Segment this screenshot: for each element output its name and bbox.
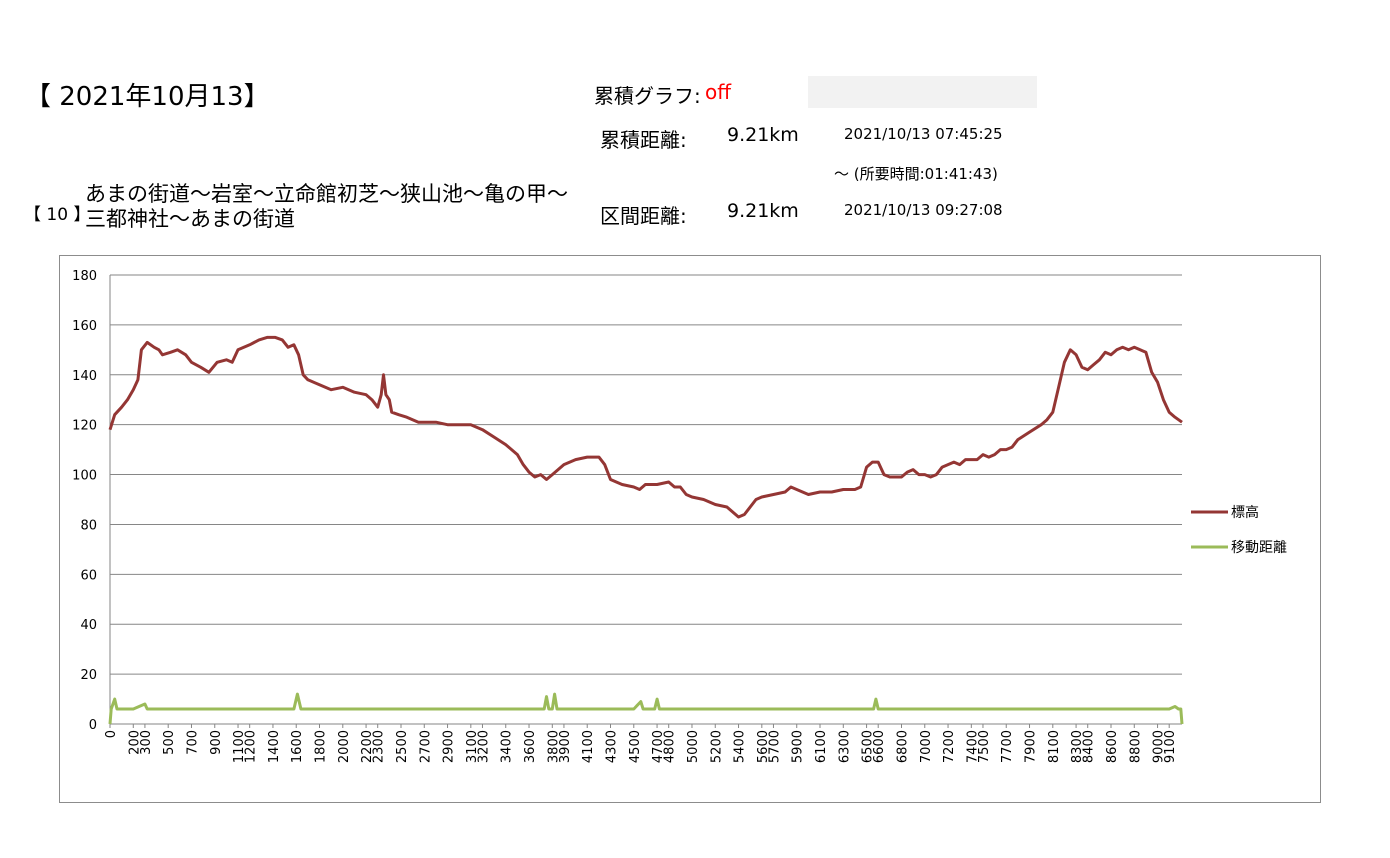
- x-tick-label: 8600: [1105, 730, 1120, 763]
- y-tick-label: 60: [80, 568, 97, 583]
- x-tick-label: 2700: [418, 730, 433, 763]
- y-tick-label: 80: [80, 518, 97, 533]
- x-tick-label: 5200: [709, 730, 724, 763]
- x-tick-label: 5600: [756, 730, 771, 763]
- x-tick-label: 7000: [919, 730, 934, 763]
- x-tick-label: 4700: [651, 730, 666, 763]
- legend-label: 標高: [1231, 504, 1259, 521]
- y-tick-label: 20: [80, 668, 97, 683]
- x-tick-label: 6600: [872, 730, 887, 763]
- y-tick-label: 140: [72, 369, 97, 384]
- distance-series-line: [108, 692, 1184, 725]
- x-tick-label: 2200: [360, 730, 375, 763]
- x-tick-label: 300: [139, 730, 154, 755]
- x-tick-label: 7200: [942, 730, 957, 763]
- cumulative-distance-label: 累積距離:: [600, 128, 687, 152]
- x-tick-label: 7400: [965, 730, 980, 763]
- x-tick-label: 1100: [232, 730, 247, 763]
- x-tick-label: 3200: [476, 730, 491, 763]
- x-tick-label: 5400: [733, 730, 748, 763]
- x-tick-label: 5900: [791, 730, 806, 763]
- cumulative-graph-toggle[interactable]: off: [705, 80, 732, 104]
- y-tick-label: 100: [72, 469, 97, 484]
- end-time: 2021/10/13 09:27:08: [844, 201, 1003, 219]
- x-tick-label: 8300: [1070, 730, 1085, 763]
- y-tick-label: 40: [80, 618, 97, 633]
- cumulative-graph-label: 累積グラフ:: [594, 84, 701, 108]
- x-tick-label: 9000: [1152, 730, 1167, 763]
- x-tick-label: 7900: [1024, 730, 1039, 763]
- x-tick-label: 3400: [500, 730, 515, 763]
- x-tick-label: 7500: [977, 730, 992, 763]
- legend-label: 移動距離: [1231, 539, 1287, 556]
- x-tick-label: 6300: [837, 730, 852, 763]
- x-tick-label: 6800: [895, 730, 910, 763]
- y-tick-label: 180: [72, 269, 97, 284]
- x-tick-label: 1600: [290, 730, 305, 763]
- section-distance-label: 区間距離:: [600, 204, 687, 228]
- x-tick-label: 5700: [767, 730, 782, 763]
- x-tick-label: 8800: [1128, 730, 1143, 763]
- start-time: 2021/10/13 07:45:25: [844, 125, 1003, 143]
- x-tick-label: 200: [127, 730, 142, 755]
- y-tick-label: 160: [72, 319, 97, 334]
- x-tick-label: 3100: [465, 730, 480, 763]
- route-description: あまの街道～岩室～立命館初芝～狭山池～亀の甲～三都神社～あまの街道: [85, 182, 568, 231]
- elevation-series-line: [108, 335, 1183, 519]
- x-tick-label: 2300: [372, 730, 387, 763]
- cumulative-distance-value: 9.21km: [727, 124, 799, 146]
- x-tick-label: 3600: [523, 730, 538, 763]
- section-distance-value: 9.21km: [727, 200, 799, 222]
- x-tick-label: 1200: [244, 730, 259, 763]
- y-tick-label: 0: [89, 718, 97, 733]
- x-tick-label: 8400: [1082, 730, 1097, 763]
- x-tick-label: 1800: [314, 730, 329, 763]
- x-tick-label: 5000: [686, 730, 701, 763]
- y-tick-label: 120: [72, 419, 97, 434]
- date-title: 【 2021年10月13】: [25, 82, 270, 112]
- x-tick-label: 900: [209, 730, 224, 755]
- route-number: 【 10 】: [24, 205, 91, 225]
- x-tick-label: 7700: [1000, 730, 1015, 763]
- x-tick-label: 2500: [395, 730, 410, 763]
- x-tick-label: 3900: [558, 730, 573, 763]
- x-tick-label: 4500: [628, 730, 643, 763]
- x-tick-label: 6500: [861, 730, 876, 763]
- x-tick-label: 2900: [442, 730, 457, 763]
- x-tick-label: 8100: [1047, 730, 1062, 763]
- x-tick-label: 9100: [1163, 730, 1178, 763]
- x-tick-label: 2000: [337, 730, 352, 763]
- x-tick-label: 3800: [546, 730, 561, 763]
- x-tick-label: 6100: [814, 730, 829, 763]
- x-tick-label: 1400: [267, 730, 282, 763]
- x-tick-label: 4100: [581, 730, 596, 763]
- x-tick-label: 4800: [663, 730, 678, 763]
- duration-text: ～ (所要時間:01:41:43): [834, 165, 998, 183]
- x-tick-label: 4300: [604, 730, 619, 763]
- blank-input-box[interactable]: [808, 76, 1037, 108]
- x-tick-label: 700: [185, 730, 200, 755]
- x-tick-label: 0: [104, 730, 119, 738]
- chart-frame: 0 20 40 60 80 100 120 140 160 180 0 200 300 500 700 900…: [59, 255, 1321, 803]
- x-tick-label: 500: [162, 730, 177, 755]
